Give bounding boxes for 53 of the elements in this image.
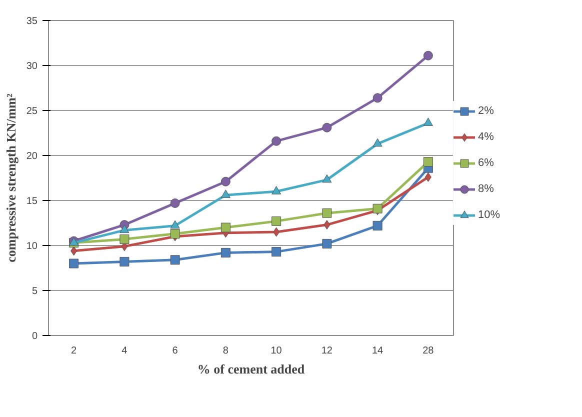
y-axis-title: compressive strength KN/mm² bbox=[3, 94, 18, 262]
y-tick-label: 5 bbox=[32, 286, 38, 297]
y-tick-label: 25 bbox=[26, 106, 38, 117]
y-tick-label: 35 bbox=[26, 16, 38, 27]
point bbox=[322, 238, 332, 248]
x-tick-label: 10 bbox=[270, 346, 282, 356]
point bbox=[69, 258, 79, 268]
point bbox=[322, 122, 332, 132]
x-tick-label: 6 bbox=[172, 346, 178, 356]
y-tick-label: 30 bbox=[26, 61, 38, 72]
point bbox=[372, 93, 382, 103]
point bbox=[424, 172, 432, 182]
point bbox=[273, 227, 280, 237]
point bbox=[423, 118, 433, 126]
legend-label: 4% bbox=[478, 131, 495, 143]
legend-label: 10% bbox=[478, 209, 500, 221]
x-tick-label: 4 bbox=[122, 346, 128, 356]
point bbox=[70, 246, 78, 256]
point bbox=[170, 198, 180, 208]
point bbox=[423, 157, 433, 167]
x-tick-label: 8 bbox=[222, 346, 229, 356]
point bbox=[120, 234, 130, 244]
legend-label: 8% bbox=[478, 183, 495, 195]
point bbox=[220, 222, 230, 232]
point bbox=[272, 216, 282, 226]
x-tick-label: 14 bbox=[372, 346, 384, 356]
point bbox=[272, 186, 282, 194]
point bbox=[120, 224, 130, 234]
point bbox=[170, 255, 180, 265]
point bbox=[170, 220, 180, 229]
point bbox=[220, 248, 230, 258]
x-tick-label: 12 bbox=[321, 346, 333, 356]
point bbox=[272, 247, 282, 257]
point bbox=[372, 220, 382, 230]
point bbox=[372, 138, 382, 147]
point bbox=[322, 174, 332, 183]
y-tick-label: 0 bbox=[32, 331, 38, 342]
point bbox=[322, 208, 332, 218]
x-tick-label: 2 bbox=[71, 346, 78, 356]
legend-label: 2% bbox=[478, 105, 495, 117]
point bbox=[220, 190, 230, 198]
x-tick-label: 28 bbox=[422, 346, 434, 356]
x-axis-title: % of cement added bbox=[197, 362, 306, 376]
point bbox=[324, 220, 330, 230]
point bbox=[423, 50, 433, 60]
point bbox=[170, 229, 180, 239]
point bbox=[220, 176, 230, 186]
point bbox=[272, 136, 282, 146]
legend-label: 6% bbox=[478, 157, 495, 169]
y-tick-label: 20 bbox=[26, 151, 38, 162]
y-tick-label: 10 bbox=[26, 241, 38, 252]
y-tick-label: 15 bbox=[26, 196, 38, 207]
point bbox=[120, 256, 130, 266]
